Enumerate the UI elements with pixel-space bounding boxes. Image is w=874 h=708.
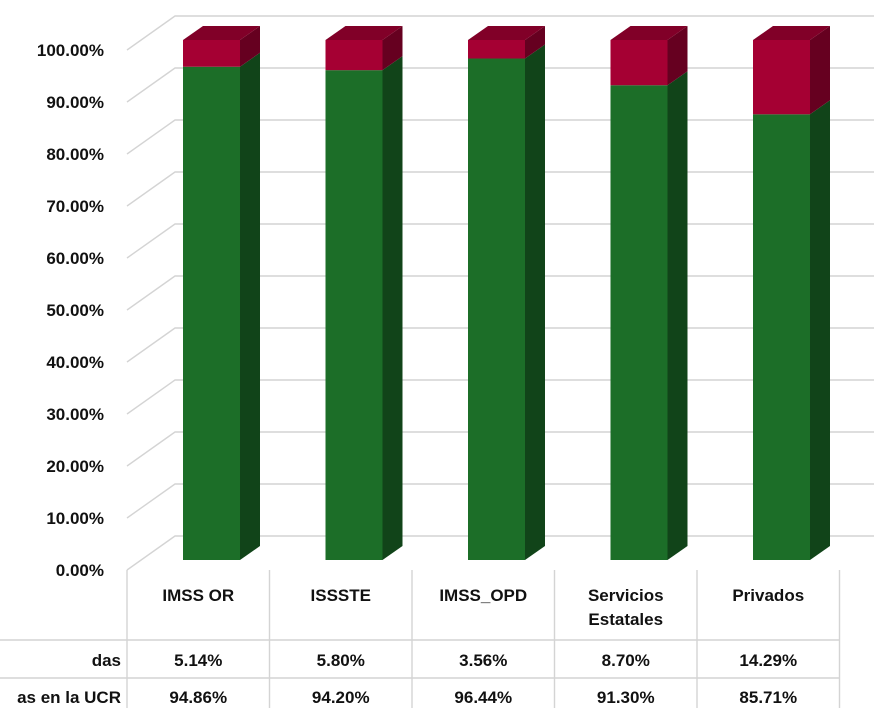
category-label: Privados: [732, 586, 804, 605]
y-axis-tick-labels: 0.00% 10.00% 20.00% 30.00% 40.00% 50.00% 60.00…: [37, 41, 104, 580]
y-tick-label: 40.00%: [46, 353, 104, 372]
data-table-cell: 94.20%: [312, 688, 370, 707]
bar-segment: [183, 52, 260, 561]
y-tick-label: 50.00%: [46, 301, 104, 320]
y-tick-label: 90.00%: [46, 93, 104, 112]
data-table-cell: 5.14%: [174, 651, 222, 670]
bar-segment: [753, 26, 830, 115]
data-table-cell: 85.71%: [739, 688, 797, 707]
bar-segment: [610, 71, 688, 561]
bar-segment: [325, 56, 403, 560]
data-table-cell: 14.29%: [739, 651, 797, 670]
y-tick-label: 0.00%: [56, 561, 104, 580]
data-table-cell: 3.56%: [459, 651, 507, 670]
series-name-label: das: [92, 651, 121, 670]
category-label: ISSSTE: [311, 586, 371, 605]
gridline: [126, 15, 874, 51]
y-tick-label: 70.00%: [46, 197, 104, 216]
y-tick-label: 80.00%: [46, 145, 104, 164]
y-tick-label: 30.00%: [46, 405, 104, 424]
data-table-cell: 96.44%: [454, 688, 512, 707]
bar-segment: [325, 26, 403, 71]
bar-segment: [753, 100, 830, 561]
y-tick-label: 20.00%: [46, 457, 104, 476]
y-tick-label: 60.00%: [46, 249, 104, 268]
y-tick-label: 10.00%: [46, 509, 104, 528]
category-label: IMSS_OPD: [439, 586, 527, 605]
y-tick-label: 100.00%: [37, 41, 104, 60]
category-label: Servicios Estatales: [588, 586, 664, 629]
data-table-cell: 8.70%: [602, 651, 650, 670]
bar-segment: [183, 26, 260, 67]
data-table: IMSS OR ISSSTE IMSS_OPD Servicios Estatales P…: [0, 570, 841, 708]
data-table-cell: 94.86%: [169, 688, 227, 707]
category-label: IMSS OR: [162, 586, 234, 605]
bar-segment: [468, 26, 545, 59]
series-name-label: as en la UCR: [17, 688, 121, 707]
bar-segment: [468, 44, 545, 561]
data-table-cell: 5.80%: [317, 651, 365, 670]
bars: [183, 26, 830, 561]
data-table-cell: 91.30%: [597, 688, 655, 707]
bar-segment: [610, 26, 688, 86]
